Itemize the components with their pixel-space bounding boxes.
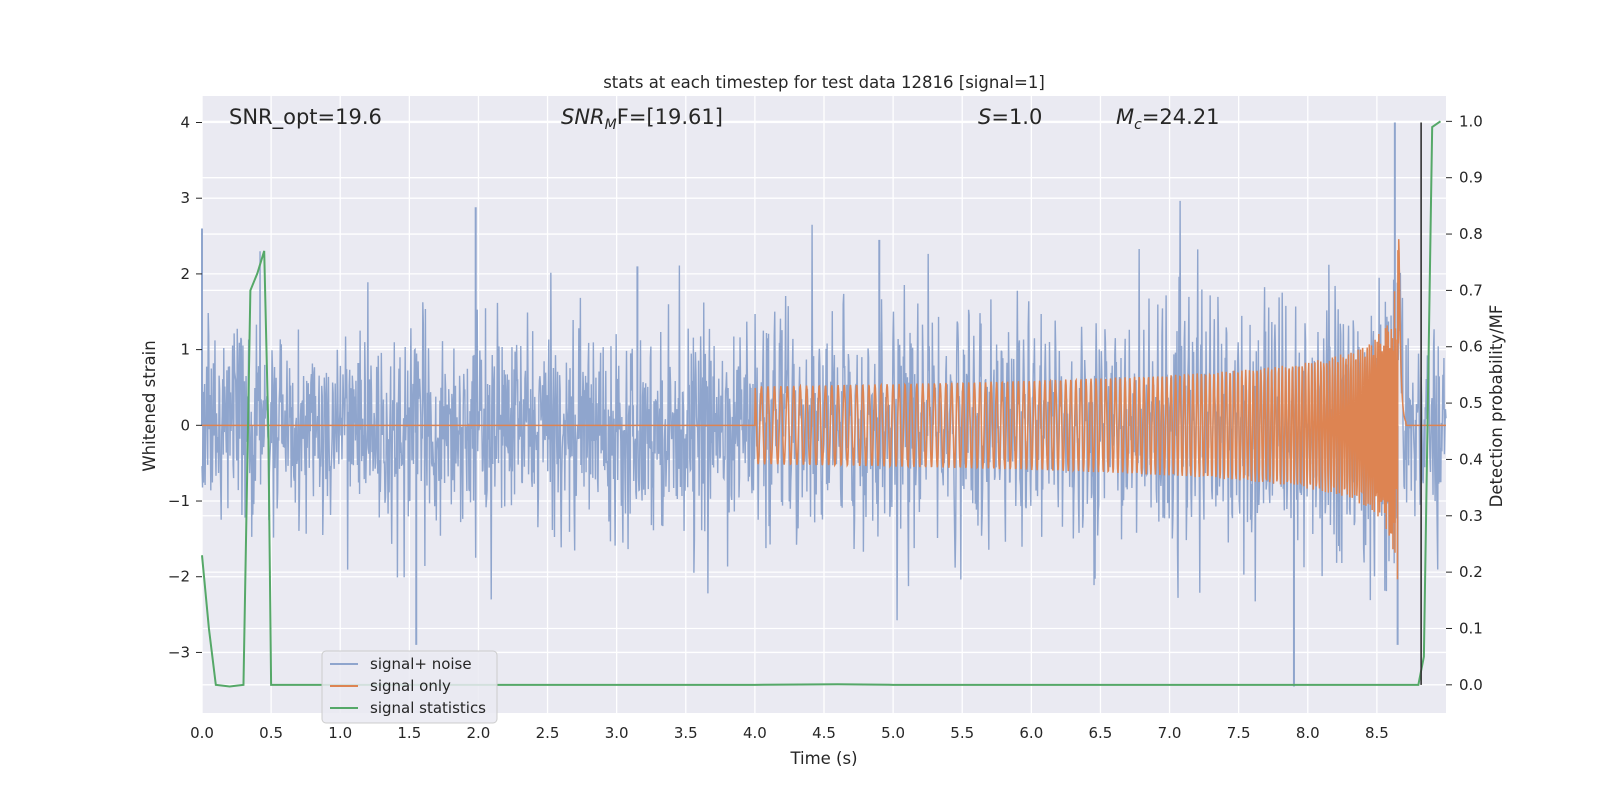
y-left-tick-label: −2 [168,568,190,586]
y-right-tick-label: 0.2 [1459,563,1483,581]
annotation-mc-var: M [1116,105,1134,129]
y-right-tick-label: 0.8 [1459,225,1483,243]
signal-only-trace [202,239,1446,580]
annotation-snr-mf-base: SNR [561,105,605,129]
x-tick-label: 8.0 [1296,724,1320,742]
y-left-tick-label: 4 [180,113,190,131]
annotation-mc-value: =24.21 [1142,105,1220,129]
annotation-snr-mf: SNRMF=[19.61] [561,105,723,133]
legend-label-signal-statistics: signal statistics [370,699,486,717]
annotation-snr-mf-tail: F=[19.61] [617,105,723,129]
x-tick-label: 6.0 [1019,724,1043,742]
x-tick-label: 4.5 [812,724,836,742]
x-tick-label: 3.5 [674,724,698,742]
y-left-axis-ticks: 4 3 2 1 0 −1 −2 −3 [168,113,202,661]
y-left-tick-label: 0 [180,416,190,434]
x-tick-label: 5.5 [950,724,974,742]
y-right-tick-label: 1.0 [1459,112,1483,130]
x-tick-label: 8.5 [1365,724,1389,742]
x-tick-label: 3.0 [605,724,629,742]
chart-title: stats at each timestep for test data 128… [603,73,1045,92]
y-right-tick-label: 0.1 [1459,619,1483,637]
annotation-s-value: =1.0 [991,105,1042,129]
x-tick-label: 2.5 [536,724,560,742]
x-tick-label: 0.0 [190,724,214,742]
x-axis-label: Time (s) [789,749,857,768]
y-right-tick-label: 0.5 [1459,394,1483,412]
x-tick-label: 1.0 [328,724,352,742]
y-right-tick-label: 0.3 [1459,507,1483,525]
x-axis-ticks: 0.0 0.5 1.0 1.5 2.0 2.5 3.0 3.5 4.0 4.5 5.0 5.5 6.0 6… [190,724,1389,742]
annotation-s: S=1.0 [978,105,1042,129]
y-right-axis-label: Detection probability/MF [1487,305,1506,508]
x-tick-label: 1.5 [397,724,421,742]
series-signal-only [202,239,1446,580]
y-left-tick-label: 3 [180,189,190,207]
x-tick-label: 2.0 [467,724,491,742]
y-right-tick-label: 0.4 [1459,450,1483,468]
legend-label-signal-only: signal only [370,677,451,695]
x-tick-label: 5.0 [881,724,905,742]
legend-label-signal-plus-noise: signal+ noise [370,655,472,673]
legend-box [321,650,498,724]
y-right-tick-label: 0.0 [1459,676,1483,694]
y-left-axis-label: Whitened strain [140,340,159,471]
annotation-snr-opt: SNR_opt=19.6 [229,105,382,130]
x-tick-label: 7.5 [1227,724,1251,742]
y-left-tick-label: −1 [168,492,190,510]
y-right-tick-label: 0.7 [1459,281,1483,299]
x-tick-label: 6.5 [1089,724,1113,742]
y-right-axis-ticks: 1.0 0.9 0.8 0.7 0.6 0.5 0.4 0.3 0.2 0.1 0.0 [1446,112,1483,694]
y-left-tick-label: 1 [180,341,190,359]
annotation-s-var: S [978,105,991,129]
annotation-snr-mf-sub: M [605,117,617,133]
annotation-mc-sub: c [1134,117,1142,133]
legend: signal+ noise signal only signal statist… [321,650,498,724]
y-right-tick-label: 0.6 [1459,338,1483,356]
x-tick-label: 4.0 [743,724,767,742]
signal-statistics-trace [201,120,1442,688]
y-right-tick-label: 0.9 [1459,169,1483,187]
annotation-mc: Mc=24.21 [1116,105,1220,133]
y-left-tick-label: 2 [180,265,190,283]
x-tick-label: 7.0 [1158,724,1182,742]
x-tick-label: 0.5 [259,724,283,742]
y-left-tick-label: −3 [168,643,190,661]
series-signal-statistics [201,120,1442,688]
